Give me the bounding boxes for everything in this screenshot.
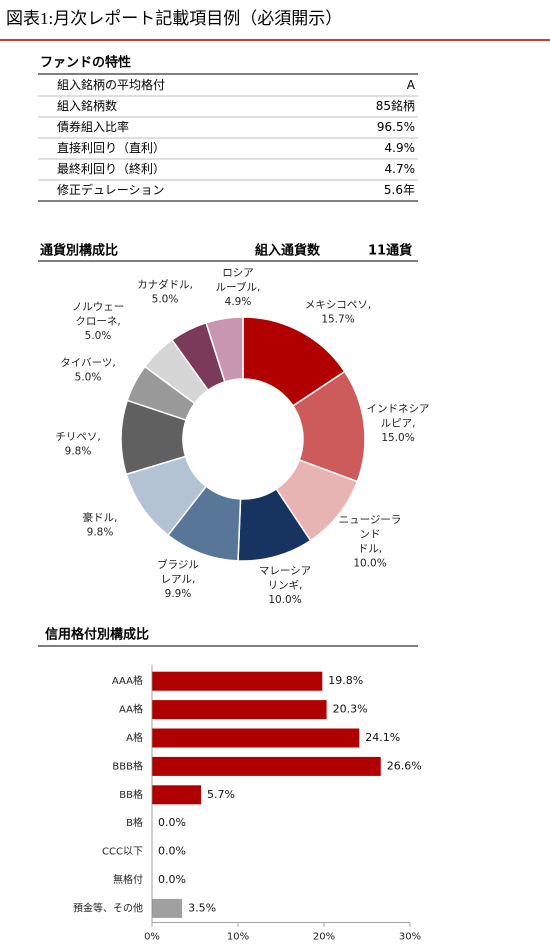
category-label: 預金等、その他: [73, 901, 143, 914]
table-cell: 85銘柄: [376, 98, 415, 113]
table-cell: 直接利回り（直利）: [57, 140, 165, 155]
slice-value: 5.0%: [152, 294, 179, 306]
category-label: BBB格: [112, 759, 143, 772]
bar: [152, 728, 360, 748]
slice-label: マレーシアリンギ,: [259, 565, 311, 592]
bar-value: 5.7%: [207, 788, 235, 801]
slice-value: 15.7%: [321, 314, 354, 326]
category-label: BB格: [119, 788, 143, 801]
bar-value: 0.0%: [158, 816, 186, 829]
table-cell: 修正デュレーション: [57, 182, 165, 197]
category-label: 無格付: [113, 873, 143, 886]
slice-value: 4.9%: [225, 296, 252, 308]
slice-value: 10.0%: [268, 594, 301, 606]
table-cell: 4.7%: [385, 162, 416, 176]
slice-value: 9.8%: [87, 527, 114, 539]
slice-label: ニュージーランドドル,: [339, 514, 402, 555]
bar-title: 信用格付別構成比: [45, 627, 149, 643]
category-label: CCC以下: [102, 847, 143, 858]
category-label: A格: [126, 731, 143, 744]
x-tick-label: 30%: [399, 932, 421, 943]
bar: [152, 756, 381, 776]
bar-value: 0.0%: [158, 873, 186, 886]
bar: [152, 898, 183, 918]
slice-value: 9.8%: [65, 446, 92, 458]
table-cell: 4.9%: [385, 141, 416, 155]
slice-value: 9.9%: [165, 588, 192, 600]
bar-value: 26.6%: [387, 759, 422, 772]
slice-label: チリペソ,: [55, 431, 100, 443]
slice-value: 5.0%: [85, 330, 112, 342]
bar-value: 24.1%: [365, 731, 400, 744]
table-title: ファンドの特性: [40, 55, 131, 71]
slice-label: タイバーツ,: [60, 357, 115, 369]
table-cell: A: [407, 78, 416, 92]
bar-value: 0.0%: [158, 845, 186, 858]
page-title: 図表1:月次レポート記載項目例（必須開示）: [6, 9, 342, 28]
table-cell: 最終利回り（終利）: [57, 161, 165, 176]
slice-label: ロシアルーブル,: [216, 267, 261, 294]
slice-label: インドネシアルピア,: [367, 403, 430, 430]
bar: [152, 671, 323, 691]
category-label: B格: [126, 816, 143, 829]
x-tick-label: 10%: [227, 932, 249, 943]
currency-count: 11通貨: [368, 243, 412, 259]
table-cell: 96.5%: [377, 120, 415, 134]
slice-value: 15.0%: [381, 432, 414, 444]
slice-label: メキシコペソ,: [305, 299, 371, 311]
slice-label: 豪ドル,: [83, 511, 118, 524]
donut-title: 通貨別構成比: [40, 243, 118, 259]
category-label: AAA格: [112, 674, 143, 687]
slice-value: 10.0%: [353, 558, 386, 570]
table-cell: 組入銘柄数: [57, 98, 117, 113]
table-cell: 5.6年: [384, 183, 415, 197]
x-tick-label: 0%: [144, 932, 160, 943]
slice-label: ブラジルレアル,: [157, 558, 199, 586]
slice-value: 5.0%: [75, 372, 102, 384]
currency-count-label: 組入通貨数: [255, 243, 321, 259]
donut-slice: [205, 316, 244, 383]
slice-label: カナダドル,: [137, 278, 193, 291]
category-label: AA格: [119, 703, 143, 716]
table-cell: 組入銘柄の平均格付: [57, 77, 165, 92]
bar: [152, 700, 327, 720]
bar: [152, 785, 202, 805]
bar-value: 3.5%: [188, 901, 216, 914]
slice-label: ノルウェークローネ,: [72, 301, 125, 328]
bar-value: 19.8%: [328, 674, 363, 687]
bar-value: 20.3%: [333, 703, 368, 716]
x-tick-label: 20%: [313, 932, 335, 943]
table-cell: 債券組入比率: [57, 119, 129, 134]
